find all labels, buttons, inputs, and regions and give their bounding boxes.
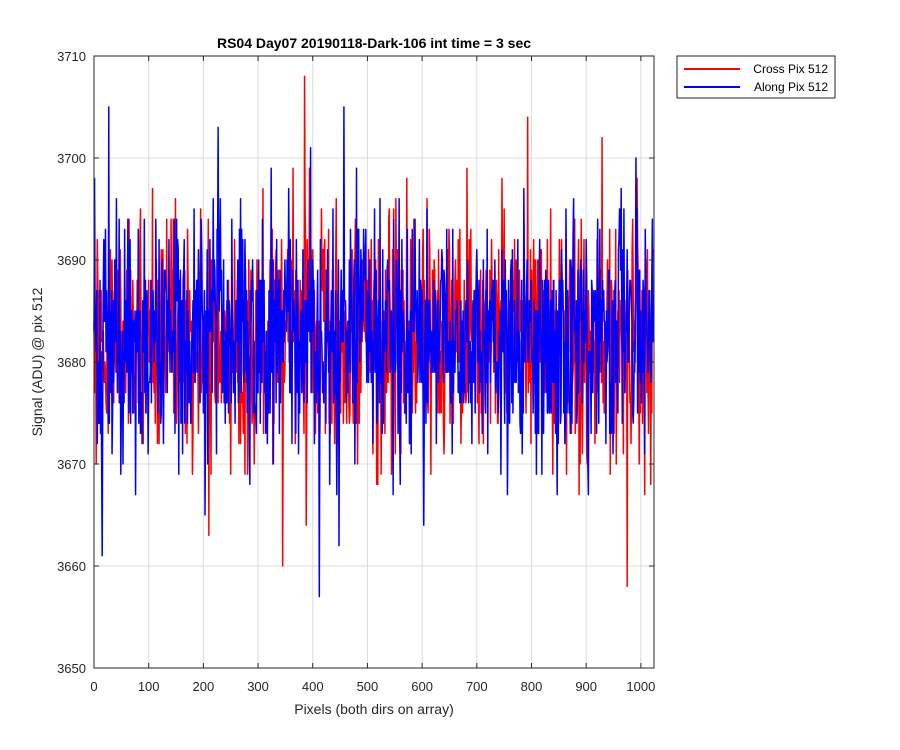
- data-series-group: [93, 75, 654, 598]
- x-tick-label: 800: [521, 679, 543, 694]
- legend-label-along: Along Pix 512: [754, 80, 828, 94]
- y-tick-label: 3670: [57, 457, 86, 472]
- y-tick-label: 3690: [57, 253, 86, 268]
- x-tick-label: 0: [90, 679, 97, 694]
- legend-box: [676, 55, 836, 99]
- legend: Cross Pix 512 Along Pix 512: [676, 55, 836, 99]
- x-tick-label: 100: [138, 679, 160, 694]
- x-tick-label: 400: [302, 679, 324, 694]
- y-tick-label: 3700: [57, 151, 86, 166]
- series-line-along: [93, 106, 654, 598]
- x-tick-label: 1000: [626, 679, 655, 694]
- x-tick-label: 200: [193, 679, 215, 694]
- x-tick-label: 900: [575, 679, 597, 694]
- axis-ticks: 0 100 200 300 400 500 600 700 800 900 1000 3650 3660…: [57, 49, 655, 694]
- x-tick-label: 500: [357, 679, 379, 694]
- x-tick-label: 600: [411, 679, 433, 694]
- chart-title: RS04 Day07 20190118-Dark-106 int time = …: [217, 35, 531, 51]
- y-axis-label: Signal (ADU) @ pix 512: [29, 287, 45, 436]
- legend-label-cross: Cross Pix 512: [753, 62, 828, 76]
- y-tick-label: 3710: [57, 49, 86, 64]
- x-tick-label: 300: [247, 679, 269, 694]
- y-tick-label: 3660: [57, 559, 86, 574]
- x-tick-label: 700: [466, 679, 488, 694]
- x-axis-label: Pixels (both dirs on array): [294, 701, 454, 717]
- y-tick-label: 3650: [57, 661, 86, 676]
- y-tick-label: 3680: [57, 355, 86, 370]
